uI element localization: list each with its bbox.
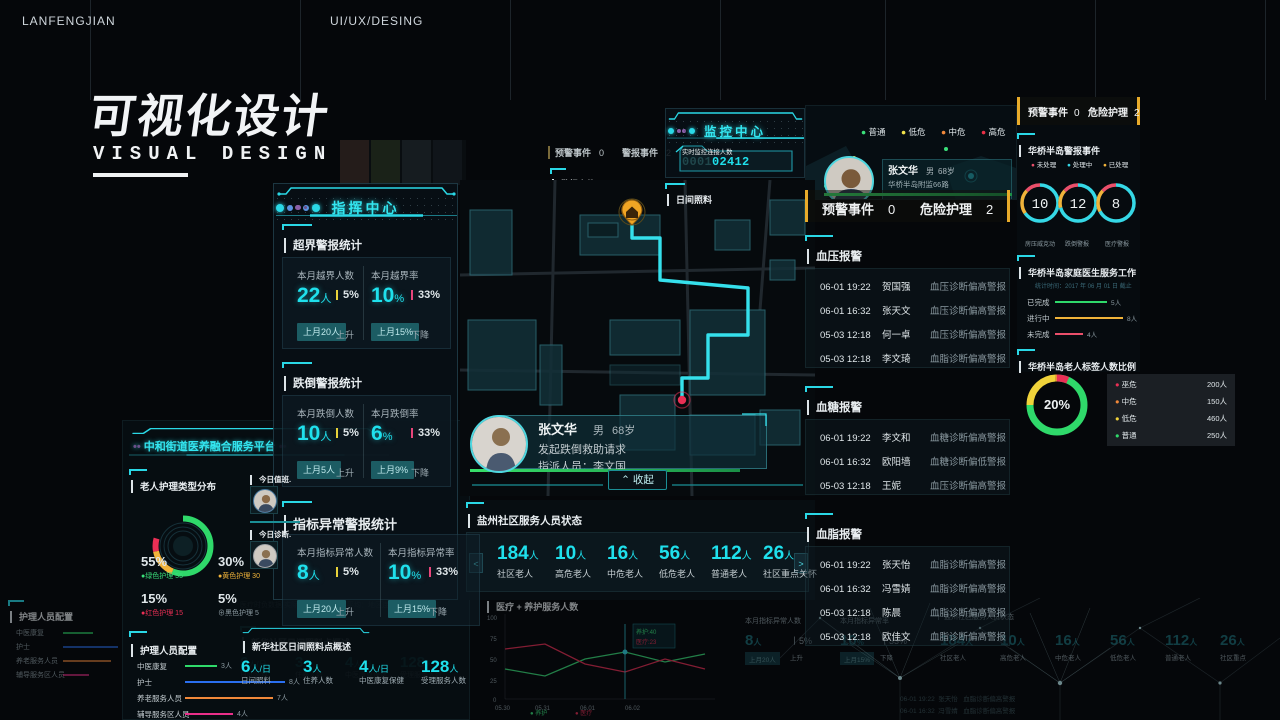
svg-text:06.02: 06.02 bbox=[625, 706, 641, 712]
svg-text:0: 0 bbox=[493, 698, 497, 704]
svg-text:医疗:23: 医疗:23 bbox=[636, 638, 657, 646]
svg-text:75: 75 bbox=[490, 637, 497, 643]
svg-text:100: 100 bbox=[487, 616, 498, 622]
svg-text:12: 12 bbox=[1070, 197, 1087, 213]
svg-text:50: 50 bbox=[490, 658, 497, 664]
svg-text:10: 10 bbox=[1032, 197, 1049, 213]
svg-text:05.30: 05.30 bbox=[495, 706, 511, 712]
svg-text:20%: 20% bbox=[1044, 397, 1070, 412]
svg-text:8: 8 bbox=[1112, 197, 1120, 213]
svg-text:25: 25 bbox=[490, 679, 497, 685]
svg-text:养护:40: 养护:40 bbox=[636, 628, 657, 636]
